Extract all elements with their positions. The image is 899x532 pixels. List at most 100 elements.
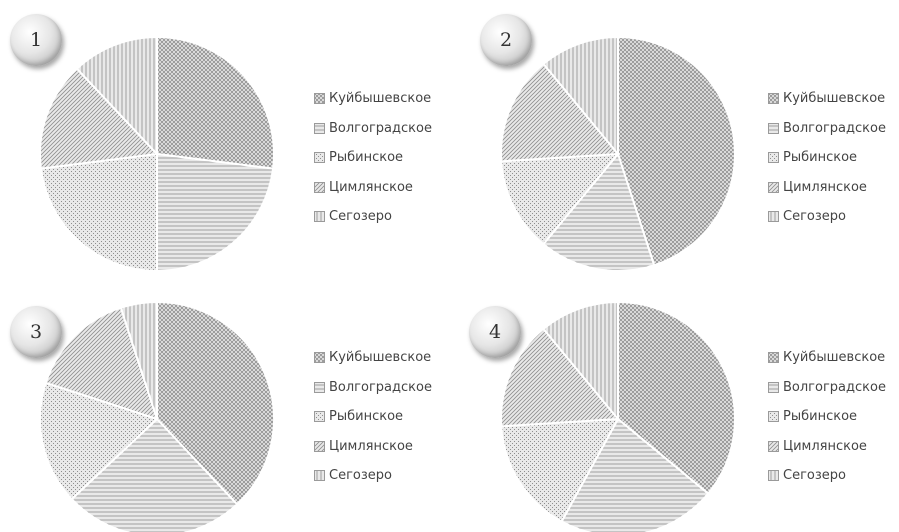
legend-swatch bbox=[314, 93, 325, 105]
pie-chart-4 bbox=[500, 300, 736, 532]
pie-slice-1 bbox=[617, 300, 736, 495]
legend-label: Рыбинское bbox=[783, 409, 858, 425]
legend-item: Цимлянское bbox=[768, 432, 886, 462]
legend-swatch bbox=[768, 470, 779, 482]
legend: Куйбышевское Волгоградское Рыбинское Цим… bbox=[314, 84, 432, 232]
legend-item: Цимлянское bbox=[314, 173, 432, 203]
legend-item: Волгоградское bbox=[314, 114, 432, 144]
legend-item: Рыбинское bbox=[768, 402, 886, 432]
legend-label: Цимлянское bbox=[783, 179, 867, 195]
chart-number-badge: 2 bbox=[480, 14, 532, 66]
pie-slice-5 bbox=[542, 300, 619, 422]
legend-label: Сегозеро bbox=[783, 468, 846, 484]
chart-panel-4: 4 Куйбышевское Волгоградское Рыбинское Ц… bbox=[463, 266, 899, 532]
legend-item: Сегозеро bbox=[314, 202, 432, 232]
chart-number-badge: 4 bbox=[469, 306, 521, 358]
legend-label: Куйбышевское bbox=[329, 350, 432, 366]
legend-label: Цимлянское bbox=[329, 179, 413, 195]
legend-label: Волгоградское bbox=[783, 120, 886, 136]
legend-swatch bbox=[314, 211, 325, 223]
legend-swatch bbox=[314, 411, 325, 423]
legend-label: Волгоградское bbox=[329, 379, 432, 395]
pie-slice-4 bbox=[39, 67, 160, 170]
legend-swatch bbox=[768, 352, 779, 364]
legend-swatch bbox=[314, 470, 325, 482]
pie-slice-3 bbox=[39, 152, 158, 273]
legend-item: Волгоградское bbox=[768, 373, 886, 403]
pie-slice-4 bbox=[500, 62, 621, 163]
pie-slice-2 bbox=[542, 151, 656, 272]
chart-number-badge: 1 bbox=[10, 14, 62, 66]
legend-item: Сегозеро bbox=[314, 461, 432, 491]
legend: Куйбышевское Волгоградское Рыбинское Цим… bbox=[768, 84, 886, 232]
legend-label: Сегозеро bbox=[783, 209, 846, 225]
legend-swatch bbox=[768, 181, 779, 193]
legend-label: Сегозеро bbox=[329, 209, 392, 225]
legend-label: Куйбышевское bbox=[329, 91, 432, 107]
legend-swatch bbox=[314, 381, 325, 393]
legend-item: Куйбышевское bbox=[768, 343, 886, 373]
legend-swatch bbox=[768, 93, 779, 105]
pie-chart-1 bbox=[39, 35, 275, 273]
badge-label: 3 bbox=[29, 321, 43, 343]
legend-label: Рыбинское bbox=[783, 150, 858, 166]
legend-label: Цимлянское bbox=[329, 438, 413, 454]
pie-slice-2 bbox=[156, 152, 275, 273]
legend-label: Рыбинское bbox=[329, 150, 404, 166]
legend-item: Волгоградское bbox=[768, 114, 886, 144]
pie-slice-1 bbox=[156, 35, 275, 170]
legend-label: Куйбышевское bbox=[783, 350, 886, 366]
pie-slice-5 bbox=[75, 35, 158, 157]
legend-item: Рыбинское bbox=[314, 402, 432, 432]
legend-item: Рыбинское bbox=[768, 143, 886, 173]
badge-label: 2 bbox=[499, 29, 513, 51]
pie-slice-5 bbox=[542, 35, 619, 157]
legend: Куйбышевское Волгоградское Рыбинское Цим… bbox=[314, 343, 432, 491]
legend-item: Волгоградское bbox=[314, 373, 432, 403]
legend-swatch bbox=[314, 352, 325, 364]
legend-swatch bbox=[768, 211, 779, 223]
legend-label: Куйбышевское bbox=[783, 91, 886, 107]
chart-panel-2: 2 Куйбышевское Волгоградское Рыбинское Ц… bbox=[463, 0, 899, 272]
pie-slice-2 bbox=[560, 417, 710, 532]
legend-item: Цимлянское bbox=[768, 173, 886, 203]
legend-swatch bbox=[768, 122, 779, 134]
chart-panel-1: 1 Куйбышевское Волгоградское Рыбинское Ц… bbox=[0, 0, 449, 273]
pie-slice-3 bbox=[39, 381, 159, 501]
pie-slice-3 bbox=[500, 152, 621, 246]
pie-slice-2 bbox=[70, 417, 239, 532]
badge-label: 4 bbox=[488, 321, 502, 343]
pie-slice-5 bbox=[119, 300, 158, 420]
legend-swatch bbox=[768, 152, 779, 164]
legend-item: Куйбышевское bbox=[314, 343, 432, 373]
pie-chart-2 bbox=[500, 35, 736, 272]
chart-panel-3: 3 Куйбышевское Волгоградское Рыбинское Ц… bbox=[0, 266, 449, 532]
legend-label: Рыбинское bbox=[329, 409, 404, 425]
legend-swatch bbox=[768, 411, 779, 423]
legend-label: Волгоградское bbox=[329, 120, 432, 136]
legend-swatch bbox=[768, 381, 779, 393]
chart-number-badge: 3 bbox=[10, 306, 62, 358]
legend-item: Сегозеро bbox=[768, 202, 886, 232]
pie-chart-3 bbox=[39, 300, 275, 532]
legend-item: Куйбышевское bbox=[314, 84, 432, 114]
pie-slice-1 bbox=[156, 300, 275, 506]
legend-swatch bbox=[314, 152, 325, 164]
legend-label: Сегозеро bbox=[329, 468, 392, 484]
legend-label: Волгоградское bbox=[783, 379, 886, 395]
pie-slice-1 bbox=[617, 35, 736, 267]
pie-slice-3 bbox=[500, 417, 620, 523]
legend-label: Цимлянское bbox=[783, 438, 867, 454]
badge-label: 1 bbox=[29, 29, 43, 51]
legend-swatch bbox=[314, 181, 325, 193]
legend-item: Рыбинское bbox=[314, 143, 432, 173]
legend: Куйбышевское Волгоградское Рыбинское Цим… bbox=[768, 343, 886, 491]
legend-swatch bbox=[314, 122, 325, 134]
legend-item: Куйбышевское bbox=[768, 84, 886, 114]
legend-item: Сегозеро bbox=[768, 461, 886, 491]
legend-item: Цимлянское bbox=[314, 432, 432, 462]
pie-slice-4 bbox=[500, 327, 621, 428]
legend-swatch bbox=[768, 440, 779, 452]
legend-swatch bbox=[314, 440, 325, 452]
